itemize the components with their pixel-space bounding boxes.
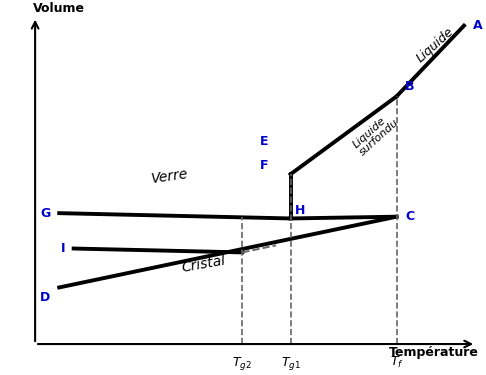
Text: I: I: [60, 242, 65, 255]
Text: F: F: [260, 159, 269, 172]
Text: Verre: Verre: [151, 166, 190, 186]
Text: Cristal: Cristal: [181, 254, 227, 275]
Text: D: D: [40, 291, 51, 304]
Text: $T_f$: $T_f$: [390, 355, 403, 370]
Text: B: B: [405, 80, 415, 93]
Text: Température: Température: [389, 346, 478, 359]
Text: $T_{g2}$: $T_{g2}$: [232, 355, 252, 372]
Text: E: E: [260, 135, 269, 148]
Text: Volume: Volume: [33, 2, 85, 15]
Text: G: G: [40, 207, 51, 220]
Text: $T_{g1}$: $T_{g1}$: [280, 355, 300, 372]
Text: A: A: [473, 19, 482, 32]
Text: C: C: [405, 210, 415, 223]
Text: Liquide: Liquide: [414, 25, 456, 65]
Text: Liquide
surfondu: Liquide surfondu: [351, 110, 401, 158]
Text: H: H: [295, 204, 306, 217]
